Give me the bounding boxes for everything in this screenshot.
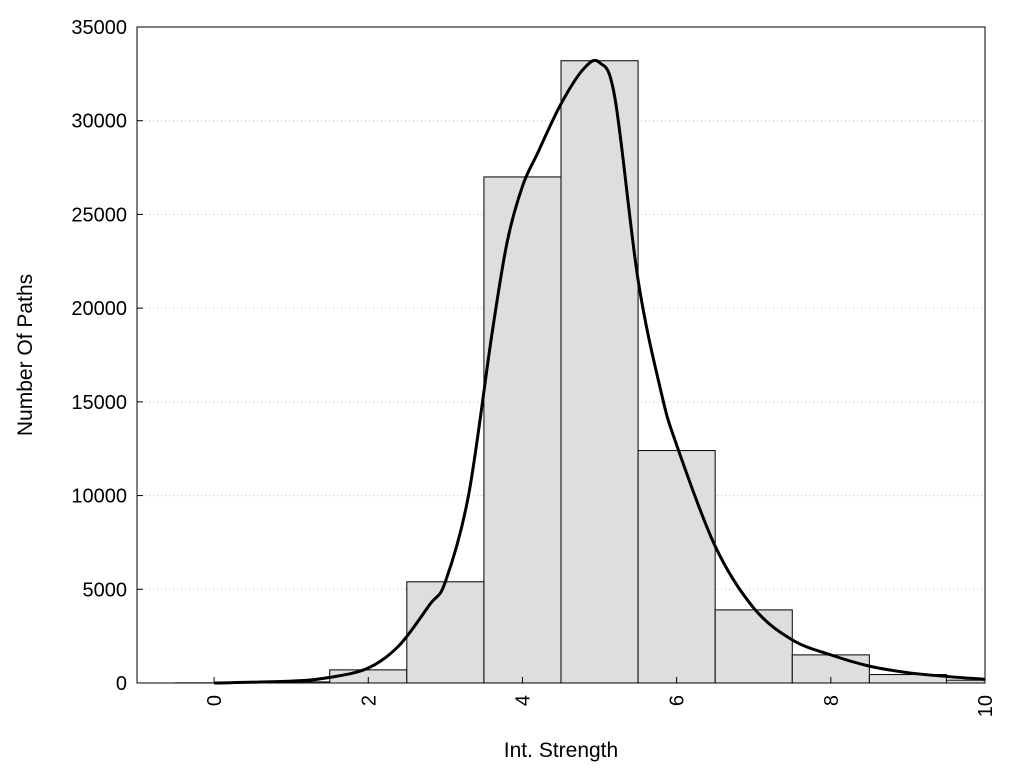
x-axis-ticks: 0 2 4 6 8 10 <box>204 677 997 717</box>
histogram-bar <box>406 581 485 684</box>
fitted-curve <box>214 58 986 685</box>
x-tick-label: 2 <box>358 695 380 706</box>
y-tick-label: 5000 <box>83 579 128 601</box>
y-tick-label: 20000 <box>71 298 127 320</box>
y-axis-title: Number Of Paths <box>14 274 37 436</box>
y-tick-label: 25000 <box>71 204 127 226</box>
y-tick-label: 0 <box>116 673 127 695</box>
y-tick-label: 15000 <box>71 392 127 414</box>
y-tick-label: 10000 <box>71 486 127 508</box>
histogram-bar <box>483 176 562 684</box>
y-tick-label: 30000 <box>71 111 127 133</box>
histogram-bar <box>714 609 793 684</box>
histogram-bar <box>637 450 716 684</box>
y-tick-label: 35000 <box>71 17 127 39</box>
x-tick-label: 4 <box>512 695 534 706</box>
histogram-bar <box>560 60 639 684</box>
x-tick-label: 6 <box>667 695 689 706</box>
plot-frame <box>136 26 986 684</box>
x-tick-label: 8 <box>821 695 843 706</box>
bars-group <box>175 60 986 684</box>
x-tick-label: 10 <box>975 695 997 717</box>
curve-group <box>214 58 986 685</box>
y-axis-ticks: 0 5000 10000 15000 20000 25000 30000 35000 <box>71 17 143 695</box>
x-tick-label: 0 <box>204 695 226 706</box>
x-axis-title: Int. Strength <box>504 739 618 762</box>
